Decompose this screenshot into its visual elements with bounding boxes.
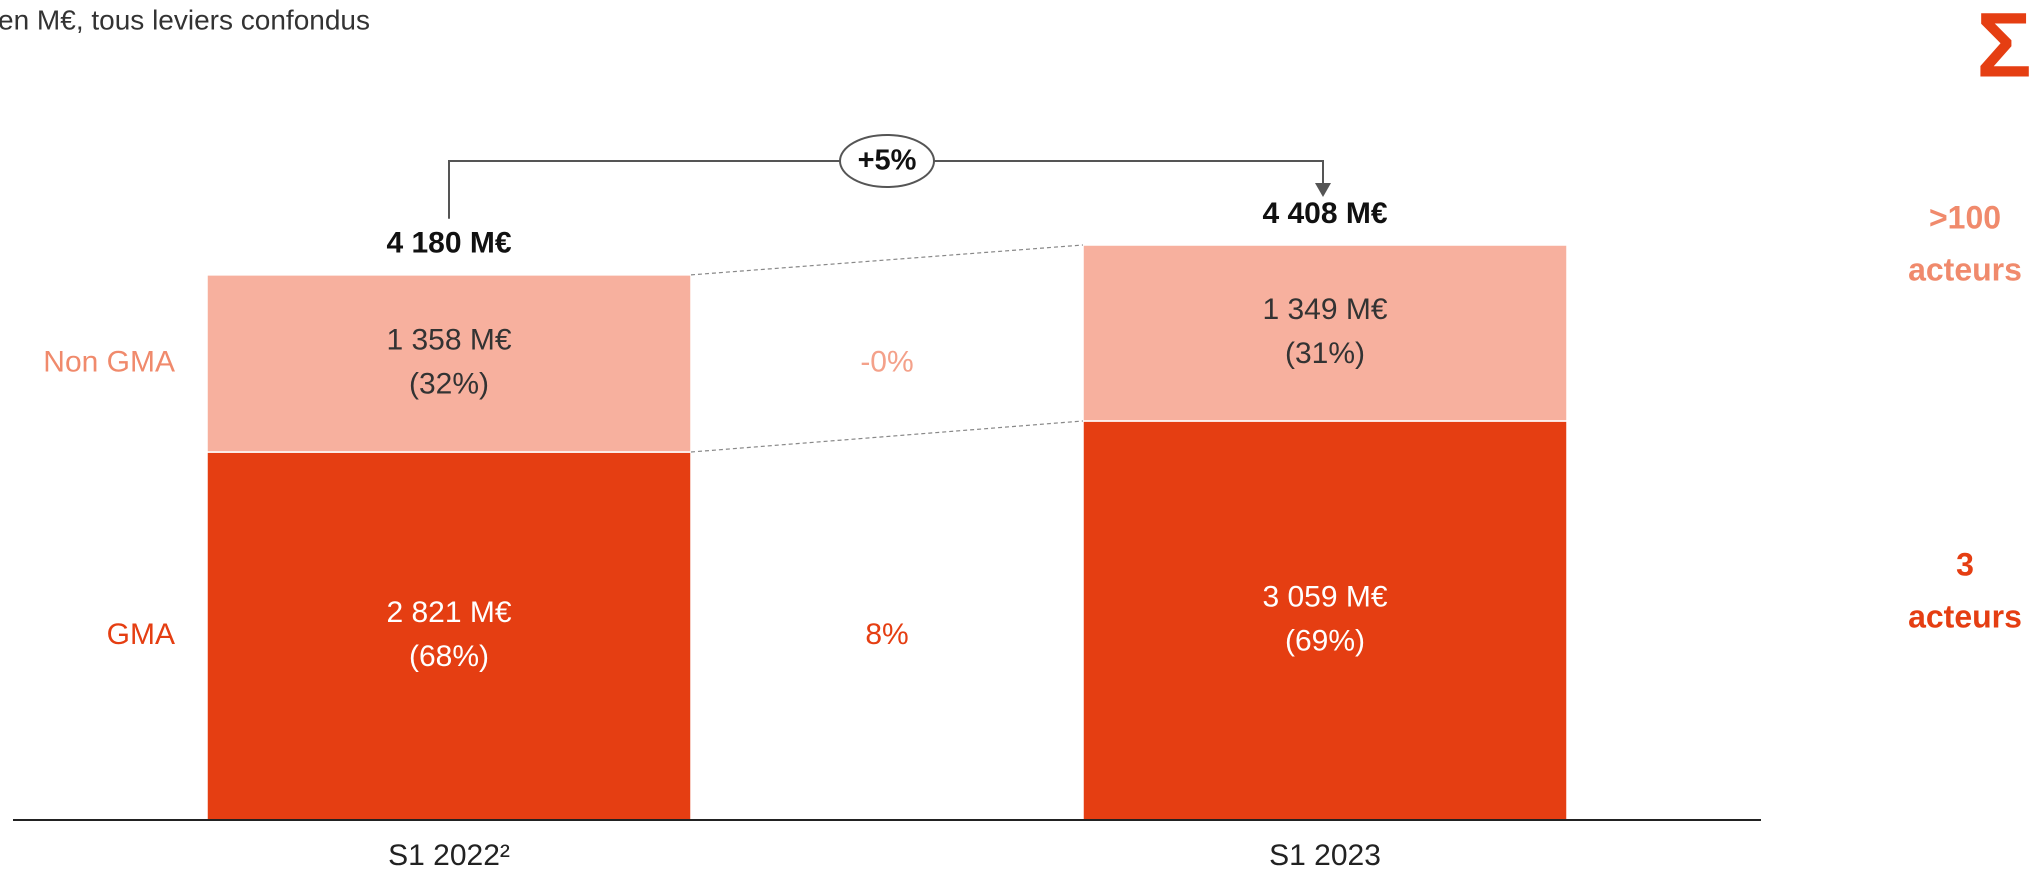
value-label: 2 821 M€ (386, 596, 511, 629)
growth-label: 8% (865, 618, 908, 651)
share-label: (31%) (1285, 337, 1365, 370)
share-label: (69%) (1285, 624, 1365, 657)
bar-segment (206, 451, 692, 821)
bar-segment (1082, 244, 1568, 422)
total-label: 4 180 M€ (386, 227, 511, 260)
side-count: 3 (1956, 546, 1974, 582)
series-label: Non GMA (43, 345, 175, 378)
sigma-icon: Σ (1976, 0, 2031, 96)
growth-label: -0% (860, 345, 913, 378)
growth-badge (839, 134, 935, 188)
value-label: 1 358 M€ (386, 323, 511, 356)
subtitle: en M€, tous leviers confondus (0, 4, 370, 35)
bar-segment (206, 274, 692, 453)
side-label: acteurs (1908, 598, 2022, 634)
bar-segment (1082, 420, 1568, 821)
series-label: GMA (107, 618, 175, 651)
arrow-head (1315, 183, 1331, 197)
side-label: acteurs (1908, 251, 2022, 287)
share-label: (68%) (409, 640, 489, 673)
x-tick-label: S1 2022² (388, 839, 510, 872)
connector (690, 244, 1084, 276)
total-growth-label: +5% (858, 145, 917, 177)
share-label: (32%) (409, 367, 489, 400)
value-label: 1 349 M€ (1262, 293, 1387, 326)
x-tick-label: S1 2023 (1269, 839, 1381, 872)
total-label: 4 408 M€ (1262, 197, 1387, 230)
connector (690, 420, 1084, 453)
side-count: >100 (1929, 199, 2001, 235)
value-label: 3 059 M€ (1262, 580, 1387, 613)
